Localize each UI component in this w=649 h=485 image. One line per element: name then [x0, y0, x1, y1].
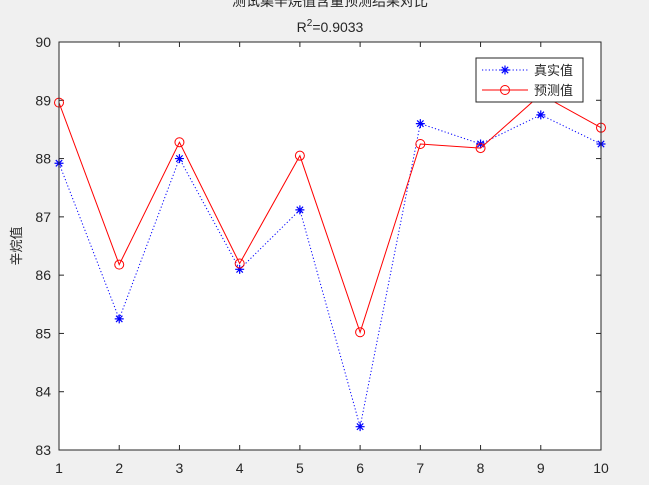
data-point-circle: [114, 259, 125, 270]
data-point-circle: [475, 143, 486, 154]
chart-title: 测试集辛烷值含量预测结果对比: [232, 0, 428, 9]
data-point-asterisk: [355, 422, 365, 432]
y-tick-label: 88: [35, 151, 51, 167]
x-tick-label: 4: [236, 460, 244, 476]
legend-box: [475, 57, 584, 103]
series-line: [58, 114, 602, 427]
legend-label: 预测值: [534, 83, 573, 98]
x-tick-label: 8: [477, 460, 485, 476]
data-point-asterisk: [114, 314, 124, 324]
r-squared-exponent: 2: [307, 18, 313, 29]
data-point-circle: [174, 137, 185, 148]
y-tick-label: 84: [35, 384, 51, 400]
r-squared-symbol: R: [297, 19, 307, 35]
x-tick-label: 2: [115, 460, 123, 476]
y-tick-label: 86: [35, 267, 51, 283]
series-line: [58, 93, 602, 334]
y-axis: 83 84 85 86 87 88 89 90: [35, 34, 601, 458]
chart-subtitle: R2=0.9033: [297, 18, 364, 35]
data-point-asterisk: [174, 154, 184, 164]
y-tick-label: 90: [35, 34, 51, 50]
legend-item: 预测值: [482, 83, 573, 98]
x-tick-label: 5: [296, 460, 304, 476]
x-tick-label: 3: [176, 460, 184, 476]
r-squared-value: =0.9033: [312, 19, 363, 35]
data-point-asterisk: [500, 65, 510, 75]
data-point-circle: [294, 150, 305, 161]
data-point-circle: [234, 258, 245, 269]
plot-frame: [58, 41, 602, 451]
y-tick-label: 83: [35, 442, 51, 458]
y-axis-label: 辛烷值: [9, 226, 24, 265]
data-point-asterisk: [536, 110, 546, 120]
data-point-circle: [355, 327, 366, 338]
data-point-asterisk: [235, 264, 245, 274]
legend-item: 真实值: [482, 63, 573, 78]
data-point-circle: [500, 85, 510, 95]
x-tick-label: 1: [55, 460, 63, 476]
data-point-asterisk: [295, 205, 305, 215]
y-tick-label: 89: [35, 92, 51, 108]
x-tick-label: 6: [356, 460, 364, 476]
y-tick-label: 87: [35, 209, 51, 225]
plot-area: [59, 42, 601, 450]
x-tick-label: 9: [537, 460, 545, 476]
x-tick-label: 10: [593, 460, 609, 476]
x-tick-label: 7: [416, 460, 424, 476]
y-tick-label: 85: [35, 325, 51, 341]
legend-label: 真实值: [534, 63, 573, 78]
data-point-circle: [415, 139, 426, 149]
data-point-asterisk: [415, 119, 425, 129]
